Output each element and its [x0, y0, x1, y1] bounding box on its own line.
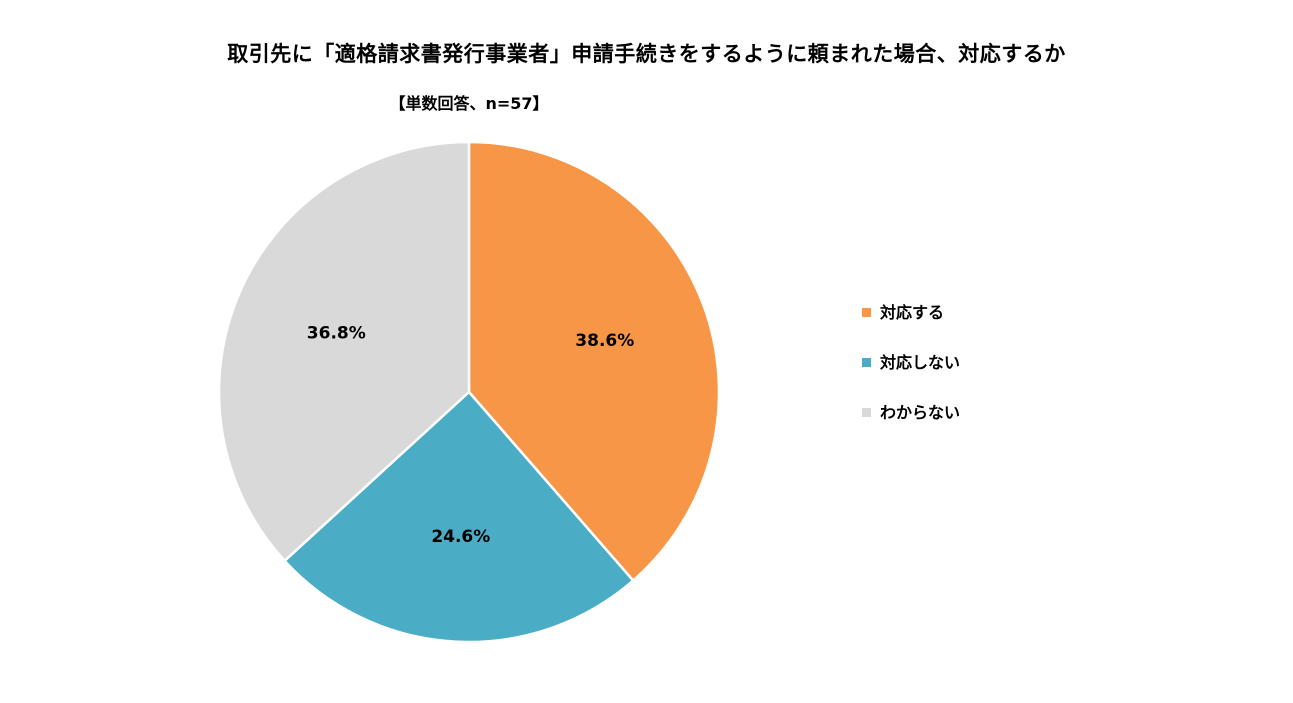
pie-slice-0	[467, 140, 721, 583]
legend-label: 対応する	[880, 303, 945, 322]
legend: 対応する 対応しない わからない	[862, 286, 960, 436]
legend-swatch-icon	[862, 358, 871, 367]
legend-swatch-icon	[862, 408, 871, 417]
pie-value-label-2: 36.8%	[307, 324, 366, 344]
chart-title: 取引先に「適格請求書発行事業者」申請手続きをするように頼まれた場合、対応するか	[227, 42, 1066, 66]
pie-value-label-0: 38.6%	[575, 331, 634, 351]
legend-label: わからない	[880, 403, 961, 422]
legend-item-0: 対応する	[862, 286, 960, 336]
pie-slice-1	[282, 390, 635, 644]
pie-value-label-1: 24.6%	[431, 527, 490, 547]
pie-slices	[217, 140, 721, 644]
chart-subtitle: 【単数回答、n=57】	[389, 94, 549, 113]
legend-swatch-icon	[862, 308, 871, 317]
legend-item-2: わからない	[862, 386, 960, 436]
pie-slice-2	[217, 140, 471, 563]
legend-label: 対応しない	[880, 353, 961, 372]
legend-item-1: 対応しない	[862, 336, 960, 386]
pie-labels: 38.6% 24.6% 36.8%	[307, 324, 634, 547]
